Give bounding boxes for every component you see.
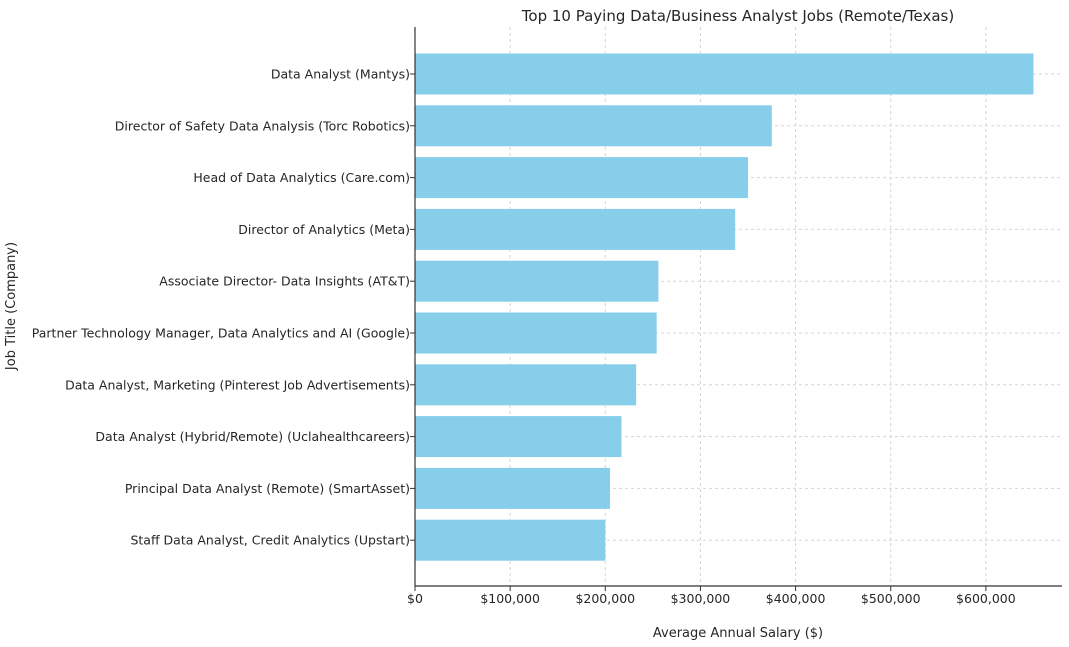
y-tick-label: Data Analyst (Hybrid/Remote) (Uclahealth… — [95, 429, 410, 444]
bar — [415, 416, 622, 458]
bar — [415, 157, 749, 199]
bar — [415, 467, 611, 509]
y-axis-ticks: Data Analyst (Mantys) Director of Safety … — [32, 67, 415, 548]
y-tick-label: Director of Safety Data Analysis (Torc R… — [115, 118, 410, 133]
x-tick-label: $0 — [407, 591, 423, 606]
chart-title: Top 10 Paying Data/Business Analyst Jobs… — [521, 7, 954, 25]
x-tick-label: $400,000 — [766, 591, 826, 606]
bar — [415, 519, 606, 561]
bar — [415, 105, 772, 147]
y-tick-label: Director of Analytics (Meta) — [238, 222, 410, 237]
y-tick-label: Partner Technology Manager, Data Analyti… — [32, 326, 410, 341]
y-tick-label: Data Analyst (Mantys) — [271, 67, 410, 82]
bar — [415, 364, 637, 406]
y-axis-label: Job Title (Company) — [4, 242, 19, 371]
y-tick-label: Data Analyst, Marketing (Pinterest Job A… — [65, 377, 410, 392]
bars — [415, 53, 1034, 561]
x-axis-ticks: $0 $100,000 $200,000 $300,000 $400,000 $500,0… — [407, 586, 1016, 606]
bar — [415, 208, 736, 250]
bar — [415, 53, 1034, 95]
y-tick-label: Principal Data Analyst (Remote) (SmartAs… — [125, 481, 410, 496]
y-tick-label: Associate Director- Data Insights (AT&T) — [159, 274, 410, 289]
bar — [415, 260, 659, 302]
y-tick-label: Staff Data Analyst, Credit Analytics (Up… — [130, 533, 410, 548]
x-tick-label: $100,000 — [480, 591, 540, 606]
x-axis-label: Average Annual Salary ($) — [653, 626, 823, 641]
x-tick-label: $300,000 — [671, 591, 731, 606]
bar — [415, 312, 657, 354]
y-tick-label: Head of Data Analytics (Care.com) — [193, 170, 410, 185]
x-tick-label: $200,000 — [575, 591, 635, 606]
x-tick-label: $500,000 — [861, 591, 921, 606]
x-tick-label: $600,000 — [956, 591, 1016, 606]
